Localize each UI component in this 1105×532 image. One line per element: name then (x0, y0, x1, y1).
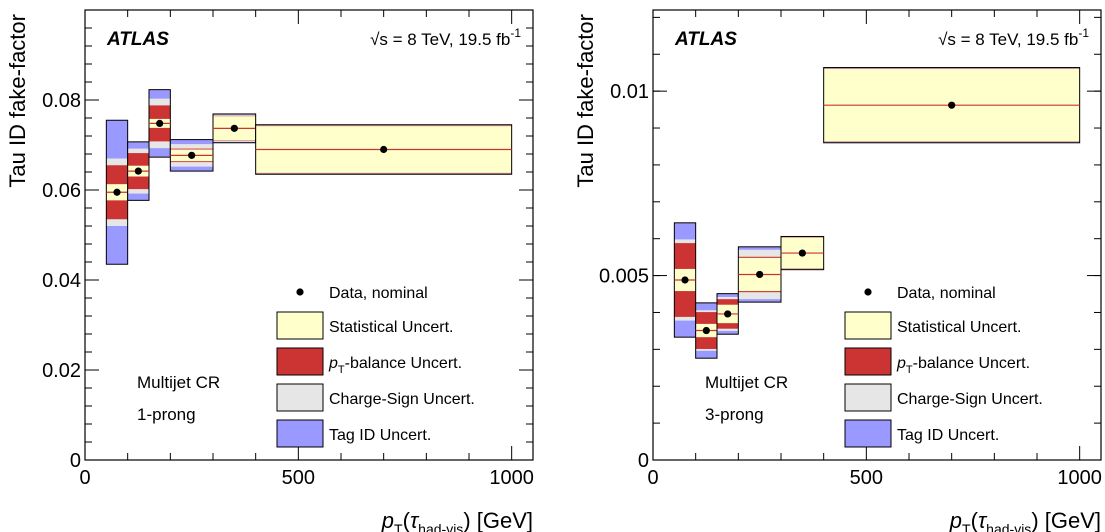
legend-label: Charge-Sign Uncert. (897, 391, 1043, 408)
bin-0 (673, 222, 697, 338)
legend-label: Tag ID Uncert. (329, 427, 431, 444)
x-axis-title: pT(τhad-vis) [GeV] (949, 508, 1101, 532)
y-tick-label: 0 (70, 450, 81, 472)
bin-0 (105, 119, 129, 265)
bin-1 (127, 141, 150, 201)
x-tick-label: 500 (282, 467, 315, 489)
data-point (230, 124, 238, 132)
legend-label: Tag ID Uncert. (897, 427, 999, 444)
y-tick-label: 0.02 (42, 360, 81, 382)
y-tick-label: 0.04 (42, 270, 81, 292)
y-tick-label: 0.08 (42, 90, 81, 112)
data-point (681, 276, 689, 284)
plot-frame (84, 9, 534, 461)
chart-panel-left: 0 0.02 0.04 0.06 0.08 0 500 1000 Tau ID fake-fac… (5, 9, 534, 532)
atlas-label: ATLAS (674, 29, 737, 50)
y-tick-label: 0 (638, 450, 649, 472)
legend-swatch-tag (276, 419, 324, 448)
data-point (724, 310, 732, 318)
legend-swatch-stat (276, 311, 324, 340)
region-label: Multijet CR (137, 373, 220, 392)
x-axis-title: pT(τhad-vis) [GeV] (381, 508, 533, 532)
bin-3 (169, 139, 214, 172)
bin-3 (737, 246, 782, 303)
data-point (134, 167, 142, 175)
data-point (188, 151, 196, 159)
legend-swatch-stat (844, 311, 892, 340)
legend-data-label: Data, nominal (329, 285, 428, 302)
energy-lumi-label: √s = 8 TeV, 19.5 fb-1 (370, 26, 521, 49)
bin-2 (148, 89, 171, 158)
legend-label: pT-balance Uncert. (896, 355, 1030, 376)
data-point (798, 249, 806, 257)
x-tick-label: 1000 (489, 467, 534, 489)
y-tick-label: 0.06 (42, 180, 81, 202)
legend-swatch-charge (844, 383, 892, 412)
bin-5 (255, 124, 513, 175)
y-tick-label: 0.01 (610, 81, 649, 103)
region-label: 3-prong (705, 405, 764, 424)
bin-2 (716, 293, 739, 335)
plot-frame (652, 9, 1102, 461)
bin-1 (695, 302, 718, 359)
legend-label: Statistical Uncert. (897, 319, 1021, 336)
legend-data-label: Data, nominal (897, 285, 996, 302)
data-point (380, 145, 388, 154)
legend-swatch-charge (276, 383, 324, 412)
y-axis-title: Tau ID fake-factor (573, 14, 598, 188)
x-tick-label: 1000 (1057, 467, 1102, 489)
region-label: 1-prong (137, 405, 196, 424)
legend: Data, nominal Statistical Uncert. pT-balan… (276, 285, 475, 448)
bin-4 (212, 113, 257, 144)
legend-label: pT-balance Uncert. (328, 355, 462, 376)
y-axis-title: Tau ID fake-factor (5, 14, 30, 188)
data-point (702, 326, 710, 335)
chart-panel-right: 0 0.005 0.01 0 500 1000 Tau ID fake-factor pT(τ… (573, 9, 1102, 532)
atlas-label: ATLAS (106, 29, 169, 50)
x-tick-label: 0 (647, 467, 658, 489)
legend-swatch-pt-bal (844, 347, 892, 376)
data-point (948, 101, 956, 109)
bin-5 (823, 67, 1081, 144)
legend: Data, nominal Statistical Uncert. pT-balan… (844, 285, 1043, 448)
y-tick-label: 0.005 (599, 266, 649, 288)
region-label: Multijet CR (705, 373, 788, 392)
legend-data-marker (864, 288, 872, 296)
x-tick-label: 0 (79, 467, 90, 489)
legend-label: Charge-Sign Uncert. (329, 391, 475, 408)
energy-lumi-label: √s = 8 TeV, 19.5 fb-1 (938, 26, 1089, 49)
legend-label: Statistical Uncert. (329, 319, 453, 336)
legend-swatch-tag (844, 419, 892, 448)
data-point (156, 119, 164, 127)
data-point (756, 270, 764, 279)
legend-swatch-pt-bal (276, 347, 324, 376)
data-point (113, 188, 121, 196)
x-tick-label: 500 (850, 467, 883, 489)
legend-data-marker (296, 288, 304, 296)
bin-4 (780, 235, 825, 271)
